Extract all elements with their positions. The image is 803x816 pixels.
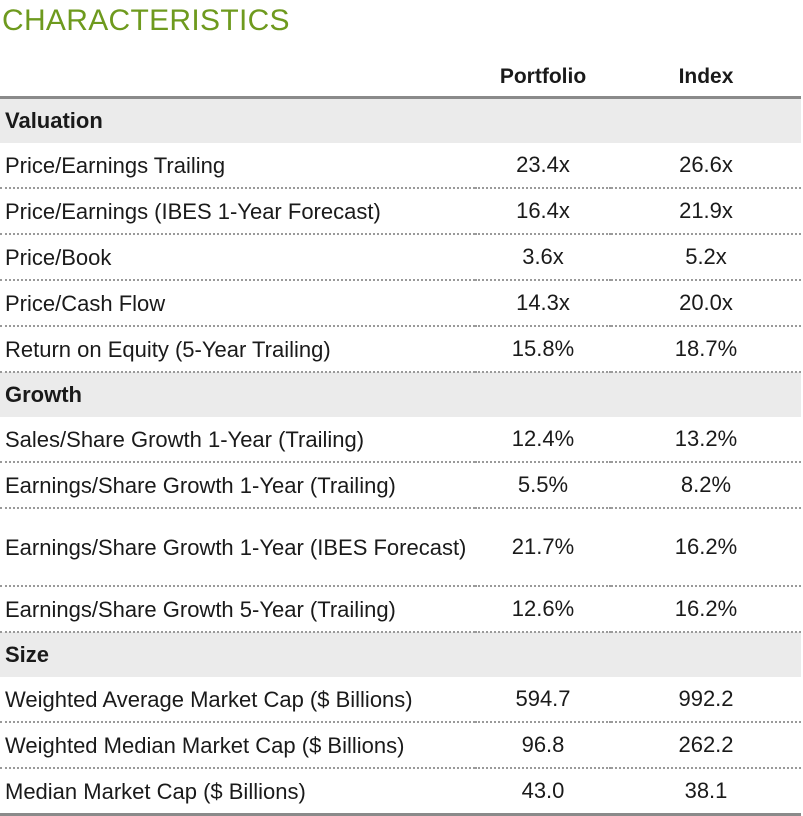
portfolio-value: 14.3x (475, 280, 611, 327)
index-value: 13.2% (611, 417, 801, 463)
header-label-cell (0, 58, 475, 99)
portfolio-value: 594.7 (475, 677, 611, 723)
section-label: Growth (0, 372, 801, 417)
index-value: 16.2% (611, 508, 801, 587)
table-row: Price/Earnings (IBES 1-Year Forecast) 16… (0, 188, 801, 235)
portfolio-value: 21.7% (475, 508, 611, 587)
characteristics-table: Portfolio Index Valuation Price/Earnings… (0, 58, 801, 816)
row-label: Earnings/Share Growth 1-Year (IBES Forec… (0, 508, 475, 587)
row-label: Earnings/Share Growth 5-Year (Trailing) (0, 586, 475, 633)
row-label: Weighted Median Market Cap ($ Billions) (0, 722, 475, 769)
index-value: 26.6x (611, 143, 801, 189)
row-label: Price/Cash Flow (0, 280, 475, 327)
header-portfolio: Portfolio (475, 58, 611, 99)
row-label: Price/Earnings (IBES 1-Year Forecast) (0, 188, 475, 235)
index-value: 8.2% (611, 462, 801, 509)
section-header-growth: Growth (0, 372, 801, 417)
row-label: Median Market Cap ($ Billions) (0, 768, 475, 816)
table-row: Price/Book 3.6x 5.2x (0, 234, 801, 281)
portfolio-value: 23.4x (475, 143, 611, 189)
section-header-valuation: Valuation (0, 97, 801, 143)
table-row: Earnings/Share Growth 1-Year (Trailing) … (0, 462, 801, 509)
table-row: Median Market Cap ($ Billions) 43.0 38.1 (0, 768, 801, 816)
row-label: Weighted Average Market Cap ($ Billions) (0, 677, 475, 723)
portfolio-value: 12.6% (475, 586, 611, 633)
index-value: 21.9x (611, 188, 801, 235)
index-value: 16.2% (611, 586, 801, 633)
table-row: Weighted Median Market Cap ($ Billions) … (0, 722, 801, 769)
index-value: 992.2 (611, 677, 801, 723)
header-row: Portfolio Index (0, 58, 801, 99)
row-label: Price/Book (0, 234, 475, 281)
row-label: Earnings/Share Growth 1-Year (Trailing) (0, 462, 475, 509)
table-row: Return on Equity (5-Year Trailing) 15.8%… (0, 326, 801, 373)
section-label: Size (0, 632, 801, 677)
table-row: Earnings/Share Growth 1-Year (IBES Forec… (0, 508, 801, 587)
row-label: Price/Earnings Trailing (0, 143, 475, 189)
page-title: CHARACTERISTICS (2, 4, 290, 37)
portfolio-value: 5.5% (475, 462, 611, 509)
table-row: Earnings/Share Growth 5-Year (Trailing) … (0, 586, 801, 633)
portfolio-value: 15.8% (475, 326, 611, 373)
table-row: Weighted Average Market Cap ($ Billions)… (0, 677, 801, 723)
portfolio-value: 96.8 (475, 722, 611, 769)
index-value: 20.0x (611, 280, 801, 327)
header-index: Index (611, 58, 801, 99)
index-value: 18.7% (611, 326, 801, 373)
portfolio-value: 43.0 (475, 768, 611, 816)
row-label: Sales/Share Growth 1-Year (Trailing) (0, 417, 475, 463)
portfolio-value: 3.6x (475, 234, 611, 281)
table-row: Sales/Share Growth 1-Year (Trailing) 12.… (0, 417, 801, 463)
index-value: 5.2x (611, 234, 801, 281)
portfolio-value: 16.4x (475, 188, 611, 235)
section-header-size: Size (0, 632, 801, 677)
section-label: Valuation (0, 97, 801, 143)
table-row: Price/Cash Flow 14.3x 20.0x (0, 280, 801, 327)
index-value: 262.2 (611, 722, 801, 769)
table-row: Price/Earnings Trailing 23.4x 26.6x (0, 143, 801, 189)
portfolio-value: 12.4% (475, 417, 611, 463)
row-label: Return on Equity (5-Year Trailing) (0, 326, 475, 373)
index-value: 38.1 (611, 768, 801, 816)
